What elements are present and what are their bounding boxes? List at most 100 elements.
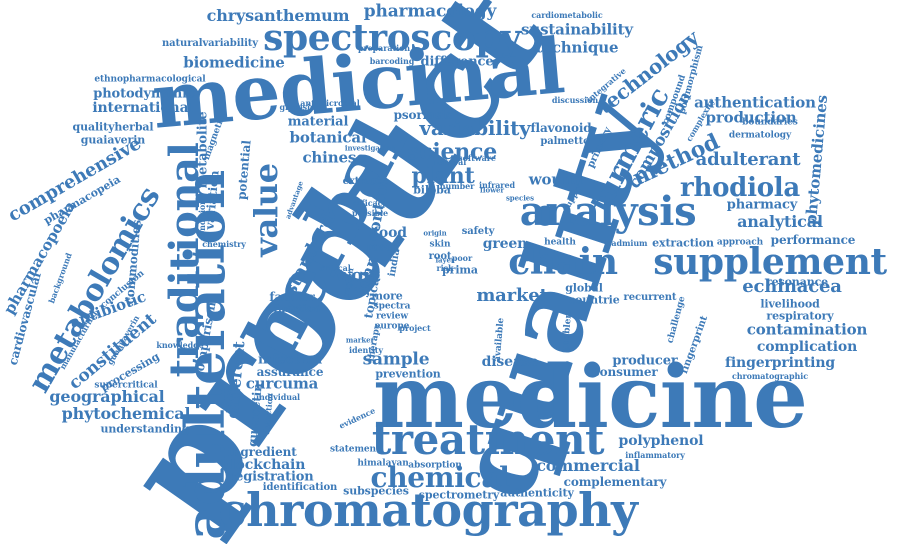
word-geographical: geographical — [49, 387, 165, 406]
word-botanical: botanical — [289, 128, 367, 147]
word-flavonoid: flavonoid — [530, 121, 592, 135]
word-countrie: countrie — [568, 293, 620, 307]
word-individual: individual — [255, 392, 301, 402]
word-poor: poor — [451, 253, 473, 263]
word-ethnopharmacological: ethnopharmacological — [94, 74, 206, 85]
word-market: market — [476, 285, 548, 306]
word-approach: approach — [716, 237, 764, 248]
word-technique: technique — [535, 38, 619, 57]
word-root: root — [428, 251, 452, 262]
word-consumer: consumer — [592, 365, 658, 379]
word-curcuma: curcuma — [245, 374, 319, 393]
word-chemistry: chemistry — [202, 239, 246, 249]
word-complication: complication — [756, 339, 858, 355]
word-chrysanthemum: chrysanthemum — [206, 6, 350, 25]
word-marker: marker — [345, 335, 375, 345]
word-biomedicine: biomedicine — [183, 53, 285, 72]
word-medicine: medicine — [373, 347, 808, 448]
word-cadmium: cadmium — [606, 238, 648, 248]
word-discussion: discussion — [551, 95, 599, 105]
word-value: value — [247, 163, 285, 257]
word-spectroscopy: spectroscopy — [263, 17, 521, 59]
word-boundaries: boundaries — [742, 117, 798, 128]
word-software: software — [458, 153, 496, 163]
word-number: number — [439, 181, 475, 191]
word-authentication: authentication — [694, 93, 816, 112]
word-cardiometabolic: cardiometabolic — [531, 10, 603, 20]
word-international: international — [92, 100, 194, 116]
word-natural: natural — [433, 157, 467, 167]
word-biloba: biloba — [413, 183, 451, 197]
word-performance: performance — [770, 233, 856, 247]
word-barcoding: barcoding — [369, 56, 415, 66]
word-himalayan: himalayan — [357, 458, 409, 469]
word-adulterant: adulterant — [695, 149, 801, 170]
word-sustainability: sustainability — [521, 20, 633, 39]
word-statement: statement — [329, 444, 381, 455]
word-rosea: rosea — [366, 240, 400, 254]
word-chromatographic: chromatographic — [731, 371, 809, 381]
word-identification: identification — [262, 482, 338, 493]
word-plant: plant — [411, 163, 475, 189]
word-pharmacology: pharmacology — [363, 1, 497, 22]
word-disease: disease — [481, 354, 539, 370]
word-understanding: understanding — [100, 422, 190, 436]
word-wound: wound — [528, 170, 584, 189]
word-resonance: resonance — [765, 275, 829, 289]
word-treatment: treatment — [371, 415, 605, 464]
word-investigation: investigation — [344, 143, 396, 153]
word-farmer: farmer — [269, 290, 315, 304]
word-spectrometry: spectrometry — [418, 488, 500, 502]
word-psoriasis: psoriasis — [393, 108, 453, 122]
word-recurrent: recurrent — [623, 292, 677, 303]
word-safety: safety — [461, 226, 495, 237]
word-possible: possible — [351, 208, 389, 218]
word-origin: origin — [423, 228, 447, 238]
word-supercritical: supercritical — [94, 380, 158, 391]
word-prevention: prevention — [375, 367, 441, 381]
word-efficacy: efficacy — [353, 198, 387, 208]
word-livelihood: livelihood — [760, 297, 820, 311]
word-subspecies: subspecies — [343, 484, 409, 498]
word-chinese: chinese — [302, 148, 366, 167]
word-evidence: evidence — [337, 405, 377, 431]
word-condition: condition — [197, 199, 207, 241]
word-material: material — [287, 114, 349, 130]
word-absorption: absorption — [408, 460, 462, 471]
word-echinacea: echinacea — [742, 276, 842, 297]
word-supplement: supplement — [653, 241, 887, 283]
word-ingredient: ingredient — [227, 445, 297, 459]
word-guaiaverin: guaiaverin — [80, 133, 146, 147]
word-production: production — [705, 108, 797, 127]
word-background: background — [46, 251, 74, 305]
word-food: food — [373, 225, 407, 241]
word-difference: difference — [420, 54, 494, 70]
word-chromatography: chromatography — [218, 483, 638, 537]
word-fingerprinting: fingerprinting — [724, 355, 836, 371]
word-analytical: analytical — [737, 212, 823, 231]
word-producer: producer — [612, 353, 678, 369]
word-glycoside: glycoside — [279, 102, 321, 112]
word-health: health — [544, 237, 576, 248]
word-critical: critical — [319, 263, 351, 273]
word-wort: wort — [335, 265, 381, 286]
word-chain: chain — [508, 241, 618, 283]
word-prima: prima — [442, 263, 478, 277]
word-polyphenol: polyphenol — [618, 433, 704, 449]
word-dermatology: dermatology — [728, 130, 792, 141]
word-knowledge: knowledge — [156, 340, 204, 350]
word-complementary: complementary — [563, 475, 667, 489]
word-review: review — [375, 311, 409, 322]
word-green: green — [482, 236, 528, 252]
word-sample: sample — [362, 349, 430, 370]
word-naturalvariability: naturalvariability — [161, 38, 259, 49]
word-flower: flower — [479, 185, 505, 195]
word-preparation: preparation — [357, 43, 411, 53]
word-europe: europe — [374, 321, 410, 332]
word-chemical: chemical — [370, 461, 510, 494]
word-identity: identity — [349, 345, 383, 355]
word-infection: infection — [257, 352, 323, 368]
word-more: more — [371, 289, 403, 303]
word-blockchain: blockchain — [220, 457, 306, 473]
